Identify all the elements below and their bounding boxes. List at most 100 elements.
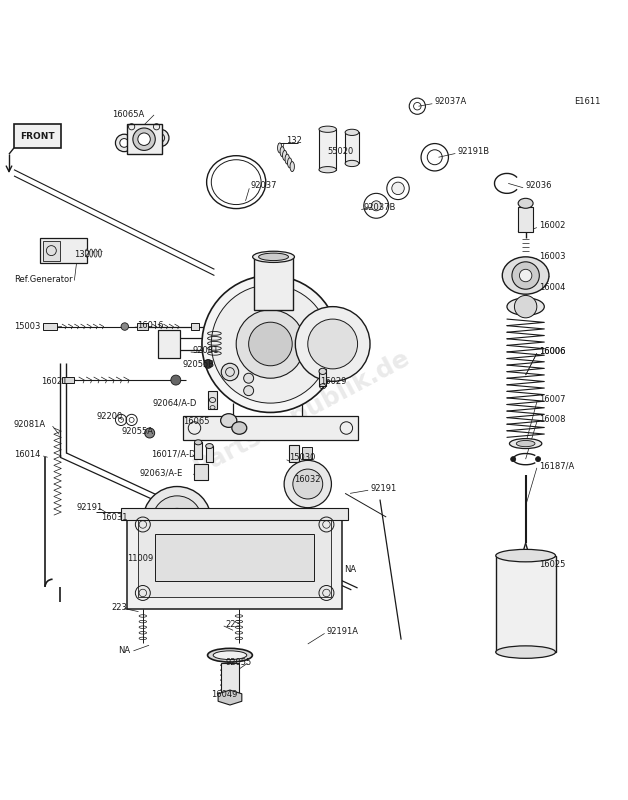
Ellipse shape xyxy=(507,298,544,315)
Ellipse shape xyxy=(85,249,89,257)
Bar xyxy=(127,124,161,154)
Ellipse shape xyxy=(90,249,93,257)
Circle shape xyxy=(171,375,181,385)
Circle shape xyxy=(156,134,165,142)
Ellipse shape xyxy=(278,143,282,153)
Circle shape xyxy=(308,319,357,369)
Ellipse shape xyxy=(208,648,252,662)
Bar xyxy=(183,415,357,441)
Bar xyxy=(301,446,311,459)
Text: 16006: 16006 xyxy=(539,347,566,356)
Circle shape xyxy=(536,457,541,462)
Text: 223: 223 xyxy=(225,619,242,629)
Text: 92191: 92191 xyxy=(370,484,396,493)
Circle shape xyxy=(221,363,239,381)
Text: 16016: 16016 xyxy=(137,321,163,330)
Text: 16029: 16029 xyxy=(320,377,347,386)
Circle shape xyxy=(151,130,169,146)
Text: 16065A: 16065A xyxy=(112,110,144,119)
Ellipse shape xyxy=(518,198,533,208)
Text: 16025: 16025 xyxy=(539,560,566,569)
Circle shape xyxy=(295,306,370,382)
Text: E1611: E1611 xyxy=(574,97,600,106)
Text: 16187/A: 16187/A xyxy=(539,462,575,470)
Bar xyxy=(158,330,180,358)
Text: 92036: 92036 xyxy=(526,181,552,190)
Text: 16049: 16049 xyxy=(211,690,237,699)
Circle shape xyxy=(144,428,154,438)
Circle shape xyxy=(211,285,330,403)
Ellipse shape xyxy=(319,126,337,132)
Ellipse shape xyxy=(288,158,292,168)
Ellipse shape xyxy=(206,443,213,449)
Text: 16006: 16006 xyxy=(539,347,566,356)
Bar xyxy=(43,323,57,330)
Circle shape xyxy=(244,386,254,396)
Text: 92037A: 92037A xyxy=(435,97,467,106)
Text: PartsRepublik.de: PartsRepublik.de xyxy=(189,345,414,480)
Circle shape xyxy=(138,133,150,146)
Text: 16014: 16014 xyxy=(14,450,40,459)
Circle shape xyxy=(392,182,404,194)
Text: 92055: 92055 xyxy=(225,658,252,666)
Text: 55020: 55020 xyxy=(328,146,354,155)
Ellipse shape xyxy=(502,257,549,294)
Text: 92191B: 92191B xyxy=(457,146,489,155)
Text: Ref.Generator: Ref.Generator xyxy=(14,275,73,284)
Bar xyxy=(14,124,61,148)
Text: 92191A: 92191A xyxy=(327,627,359,636)
Text: NA: NA xyxy=(344,565,356,574)
Circle shape xyxy=(284,460,332,508)
Ellipse shape xyxy=(220,414,237,427)
Circle shape xyxy=(152,496,202,546)
Text: 16017/A-D: 16017/A-D xyxy=(151,449,195,458)
Bar xyxy=(319,130,337,170)
Ellipse shape xyxy=(290,162,295,171)
Circle shape xyxy=(371,201,381,210)
Text: 92037: 92037 xyxy=(251,182,277,190)
Bar xyxy=(345,132,359,163)
Bar xyxy=(43,241,60,261)
Ellipse shape xyxy=(220,674,239,677)
Text: 16002: 16002 xyxy=(539,222,566,230)
Ellipse shape xyxy=(220,693,239,697)
Circle shape xyxy=(514,295,537,318)
Ellipse shape xyxy=(252,251,295,262)
Text: 132: 132 xyxy=(286,136,302,145)
Bar xyxy=(319,369,327,386)
Circle shape xyxy=(204,359,212,368)
Ellipse shape xyxy=(345,130,359,135)
Bar xyxy=(155,534,314,581)
Ellipse shape xyxy=(283,150,287,160)
Bar xyxy=(220,662,239,693)
Text: 132: 132 xyxy=(74,250,90,259)
Text: 16031: 16031 xyxy=(101,513,127,522)
Circle shape xyxy=(121,323,129,330)
Ellipse shape xyxy=(220,683,239,687)
Text: 92063/A-E: 92063/A-E xyxy=(139,468,183,478)
Text: 11009: 11009 xyxy=(127,554,153,563)
Ellipse shape xyxy=(345,160,359,166)
Ellipse shape xyxy=(94,249,97,257)
Circle shape xyxy=(116,134,133,152)
Bar xyxy=(254,257,293,310)
Text: 16003: 16003 xyxy=(539,252,566,262)
Circle shape xyxy=(143,486,211,555)
Circle shape xyxy=(249,322,292,366)
Ellipse shape xyxy=(220,698,239,702)
Ellipse shape xyxy=(280,146,284,157)
Bar xyxy=(495,556,556,652)
Ellipse shape xyxy=(495,646,556,658)
Ellipse shape xyxy=(220,668,239,672)
Text: 15003: 15003 xyxy=(14,322,40,331)
Ellipse shape xyxy=(509,438,542,449)
Bar xyxy=(518,207,533,232)
Text: 92055B: 92055B xyxy=(182,360,214,369)
Ellipse shape xyxy=(220,688,239,692)
Bar xyxy=(127,509,342,609)
Bar xyxy=(208,391,217,409)
Text: 16007: 16007 xyxy=(539,395,566,405)
Circle shape xyxy=(512,262,539,290)
Circle shape xyxy=(236,310,305,378)
Text: 92081: 92081 xyxy=(193,346,219,354)
